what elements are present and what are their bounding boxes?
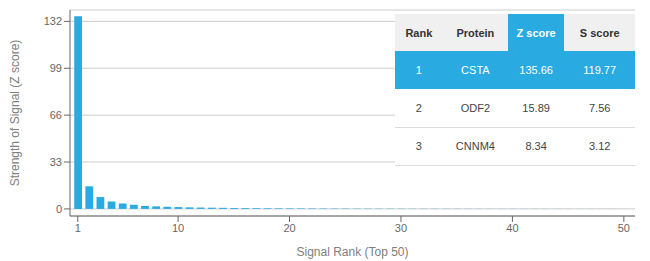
svg-text:Signal Rank (Top 50): Signal Rank (Top 50) [296, 245, 408, 259]
html-text:Rank: Rank [405, 26, 433, 39]
html-text:S score: S score [579, 26, 620, 39]
svg-text:33: 33 [50, 156, 62, 168]
html-text:3.12: 3.12 [589, 140, 611, 153]
html-text:3: 3 [415, 140, 422, 153]
html-text:Z score: Z score [516, 26, 556, 39]
html-text:15.89: 15.89 [522, 102, 550, 115]
html-text:ODF2: ODF2 [460, 102, 490, 115]
html-text:135.66: 135.66 [519, 64, 553, 77]
html-text:1: 1 [415, 64, 422, 77]
html-text:CNNM4: CNNM4 [455, 140, 495, 153]
html-text:7.56: 7.56 [589, 102, 611, 115]
html-text:2: 2 [415, 102, 422, 115]
html-text:119.77: 119.77 [583, 64, 617, 77]
svg-text:40: 40 [506, 222, 518, 234]
svg-text:0: 0 [56, 203, 62, 215]
svg-text:10: 10 [172, 222, 184, 234]
html-text:8.34: 8.34 [525, 140, 547, 153]
html-text:CSTA: CSTA [461, 64, 490, 77]
svg-text:1: 1 [75, 222, 81, 234]
svg-text:Strength of Signal (Z score): Strength of Signal (Z score) [8, 40, 22, 187]
svg-text:132: 132 [44, 15, 62, 27]
svg-text:99: 99 [50, 62, 62, 74]
svg-text:50: 50 [618, 222, 630, 234]
svg-text:30: 30 [395, 222, 407, 234]
html-text:Protein: Protein [456, 26, 495, 39]
svg-text:66: 66 [50, 109, 62, 121]
svg-text:20: 20 [283, 222, 295, 234]
